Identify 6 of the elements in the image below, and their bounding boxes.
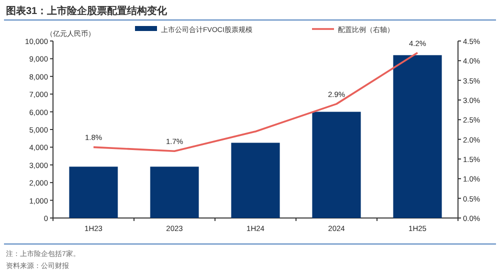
bar: [231, 142, 280, 218]
bar: [312, 112, 361, 218]
bar: [69, 166, 118, 218]
chart-title: 图表31：上市险企股票配置结构变化: [6, 5, 168, 17]
bar: [393, 55, 442, 218]
bar: [150, 166, 199, 218]
